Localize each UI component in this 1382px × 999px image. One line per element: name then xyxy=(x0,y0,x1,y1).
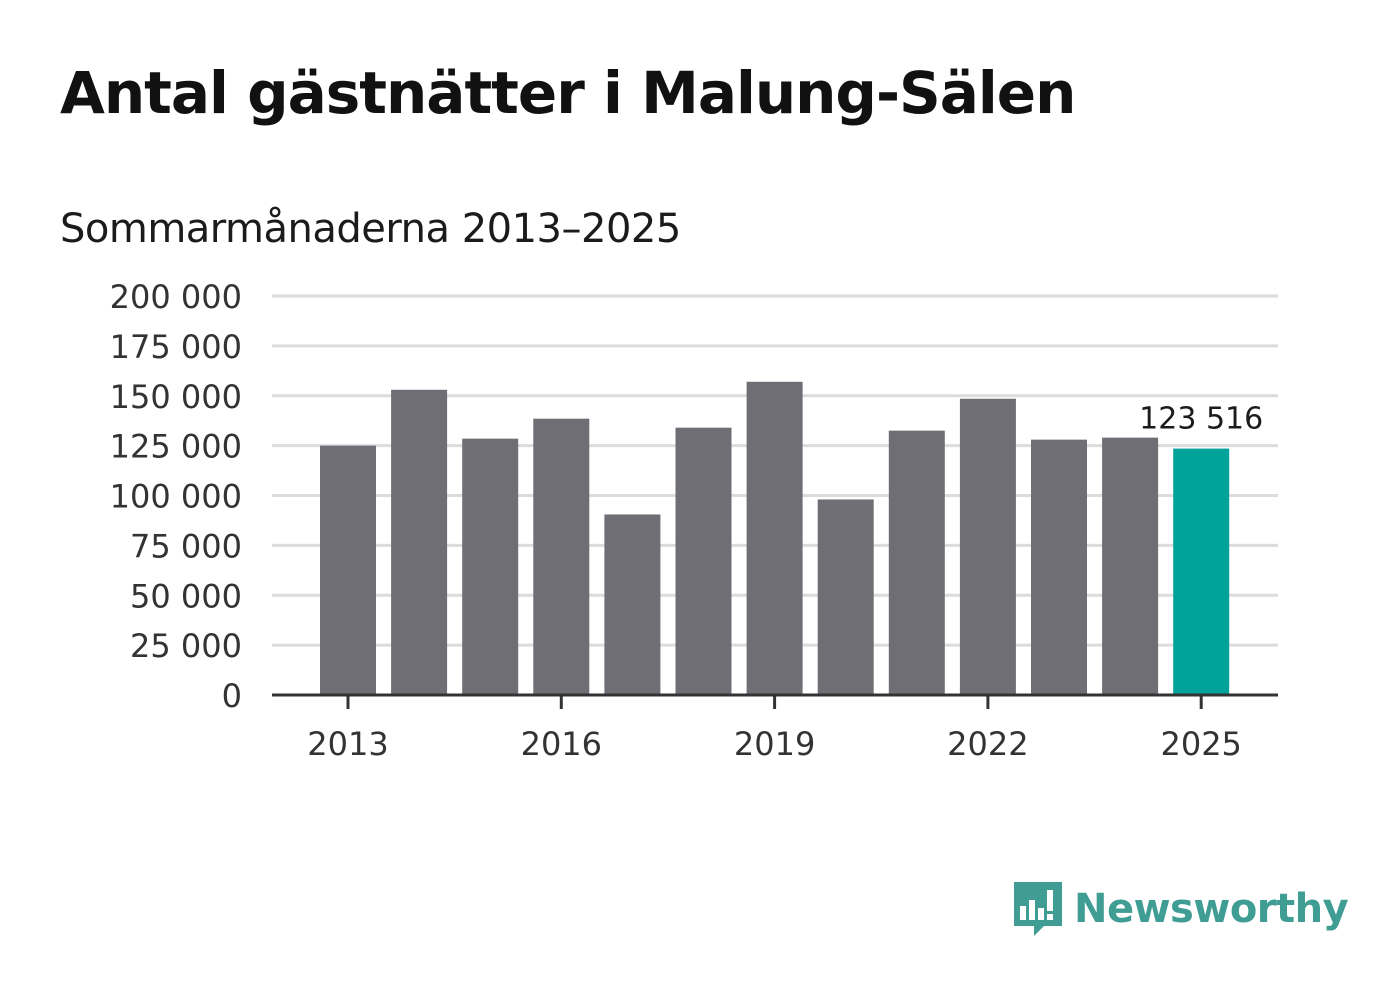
y-tick-label: 200 000 xyxy=(110,278,242,316)
y-tick-label: 50 000 xyxy=(130,577,242,615)
labels: 0 25 000 50 000 75 000 100 000 125 000 150 000… xyxy=(110,278,1264,763)
y-tick-label: 125 000 xyxy=(110,428,242,466)
bar-2017 xyxy=(604,514,661,695)
y-tick-label: 150 000 xyxy=(110,378,242,416)
bar-2023 xyxy=(1031,439,1087,695)
y-tick-label: 100 000 xyxy=(110,478,242,516)
y-tick-label: 0 xyxy=(222,677,242,715)
bar-2016 xyxy=(533,418,590,695)
bars xyxy=(320,381,1230,695)
newsworthy-logo-icon xyxy=(1014,882,1062,936)
x-tick-label: 2019 xyxy=(734,725,815,763)
axes xyxy=(272,693,1278,709)
y-tick-label: 75 000 xyxy=(130,527,242,565)
bar-2018 xyxy=(675,427,732,695)
y-tick-label: 25 000 xyxy=(130,627,242,665)
bar-2013 xyxy=(320,445,376,695)
y-tick-label: 175 000 xyxy=(110,328,242,366)
bar-2019 xyxy=(746,381,803,695)
x-tick-label: 2022 xyxy=(947,725,1028,763)
x-tick-label: 2016 xyxy=(521,725,602,763)
bar-2014 xyxy=(391,389,448,695)
bar-2024 xyxy=(1102,437,1159,695)
chart-title: Antal gästnätter i Malung-Sälen xyxy=(60,59,1076,127)
bar-2025 xyxy=(1173,448,1230,695)
bar-2022 xyxy=(959,398,1016,695)
data-label: 123 516 xyxy=(1139,402,1263,437)
newsworthy-logo-text: Newsworthy xyxy=(1074,886,1349,932)
bar-2015 xyxy=(462,438,519,695)
x-tick-label: 2025 xyxy=(1160,725,1241,763)
bar-2021 xyxy=(888,430,945,695)
chart-subtitle: Sommarmånaderna 2013–2025 xyxy=(60,206,681,252)
newsworthy-logo: Newsworthy xyxy=(1010,878,1349,940)
x-tick-label: 2013 xyxy=(307,725,388,763)
bar-2020 xyxy=(817,499,874,695)
